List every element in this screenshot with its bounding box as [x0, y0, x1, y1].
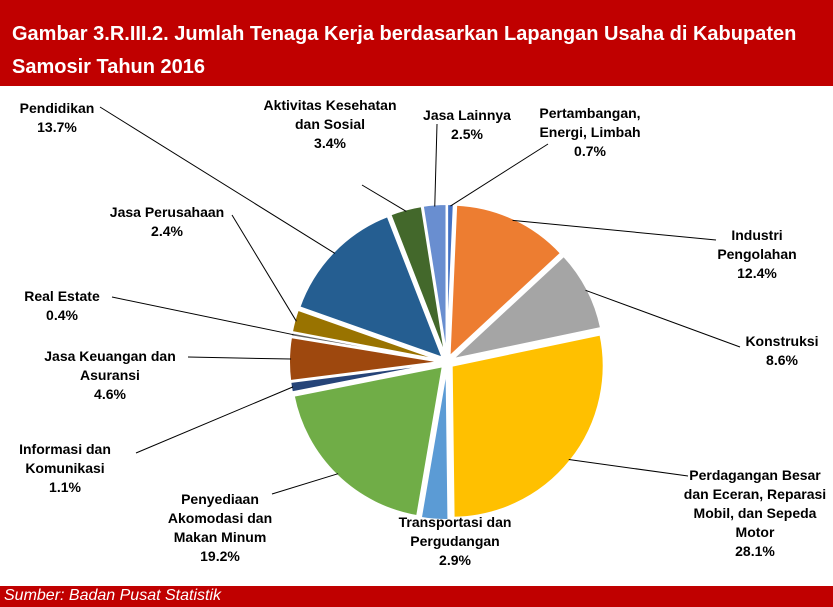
- pie-slice: [389, 204, 447, 357]
- category-label: Real Estate: [24, 288, 100, 304]
- value-label: 13.7%: [37, 119, 77, 135]
- slice-label: Real Estate 0.4%: [7, 287, 117, 325]
- slice-label: Transportasi dan Pergudangan 2.9%: [375, 513, 535, 570]
- value-label: 2.4%: [151, 223, 183, 239]
- pie-slice: [292, 365, 445, 518]
- slice-label: Pendidikan 13.7%: [2, 99, 112, 137]
- slice-label: Jasa Lainnya 2.5%: [412, 106, 522, 144]
- value-label: 0.4%: [46, 307, 78, 323]
- leader-line: [271, 473, 339, 495]
- category-label: Informasi dan Komunikasi: [19, 441, 111, 476]
- slice-label: Konstruksi 8.6%: [732, 332, 832, 370]
- category-label: Aktivitas Kesehatan dan Sosial: [263, 97, 397, 132]
- leader-line: [135, 386, 294, 454]
- value-label: 0.7%: [574, 143, 606, 159]
- leader-line: [361, 184, 407, 212]
- value-label: 4.6%: [94, 386, 126, 402]
- leader-line: [434, 123, 438, 207]
- slice-label: Perdagangan Besar dan Eceran, Reparasi M…: [675, 466, 833, 561]
- pie-slice: [419, 367, 450, 521]
- category-label: Industri Pengolahan: [717, 227, 797, 262]
- chart-title: Gambar 3.R.III.2. Jumlah Tenaga Kerja be…: [12, 23, 797, 78]
- category-label: Jasa Perusahaan: [109, 204, 225, 220]
- value-label: 2.9%: [439, 552, 471, 568]
- value-label: 1.1%: [49, 479, 81, 495]
- leader-line: [187, 356, 292, 360]
- slice-label: Pertambangan, Energi, Limbah 0.7%: [515, 104, 665, 161]
- category-label: Jasa Lainnya: [423, 107, 511, 123]
- slice-label: Informasi dan Komunikasi 1.1%: [0, 440, 130, 497]
- leader-line: [450, 143, 549, 207]
- slice-label: Penyediaan Akomodasi dan Makan Minum 19.2…: [155, 490, 285, 566]
- pie-slice: [448, 203, 563, 359]
- value-label: 2.5%: [451, 126, 483, 142]
- value-label: 28.1%: [735, 543, 775, 559]
- value-label: 12.4%: [737, 265, 777, 281]
- category-label: Jasa Keuangan dan Asuransi: [44, 348, 176, 383]
- pie-slice: [450, 333, 605, 519]
- category-label: Konstruksi: [745, 333, 819, 349]
- category-label: Pertambangan, Energi, Limbah: [539, 105, 641, 140]
- leader-line: [111, 296, 294, 336]
- category-label: Pendidikan: [19, 100, 95, 116]
- leader-line: [231, 214, 297, 322]
- slice-label: Jasa Perusahaan 2.4%: [97, 203, 237, 241]
- slice-label: Aktivitas Kesehatan dan Sosial 3.4%: [260, 96, 400, 153]
- header-bar: Gambar 3.R.III.2. Jumlah Tenaga Kerja be…: [0, 0, 833, 86]
- footer-bar: Sumber: Badan Pusat Statistik: [0, 586, 833, 607]
- slice-label: Industri Pengolahan 12.4%: [702, 226, 812, 283]
- slice-label: Jasa Keuangan dan Asuransi 4.6%: [35, 347, 185, 404]
- category-label: Penyediaan Akomodasi dan Makan Minum: [167, 491, 273, 545]
- leader-line: [99, 106, 336, 254]
- category-label: Transportasi dan Pergudangan: [398, 514, 512, 549]
- leader-line: [585, 289, 741, 348]
- leader-line: [568, 459, 689, 477]
- category-label: Perdagangan Besar dan Eceran, Reparasi M…: [683, 467, 827, 540]
- value-label: 3.4%: [314, 135, 346, 151]
- value-label: 19.2%: [200, 548, 240, 564]
- leader-line: [512, 219, 717, 241]
- value-label: 8.6%: [766, 352, 798, 368]
- pie-slice: [290, 308, 442, 362]
- source: Sumber: Badan Pusat Statistik: [4, 587, 221, 604]
- pie-slice: [449, 254, 603, 361]
